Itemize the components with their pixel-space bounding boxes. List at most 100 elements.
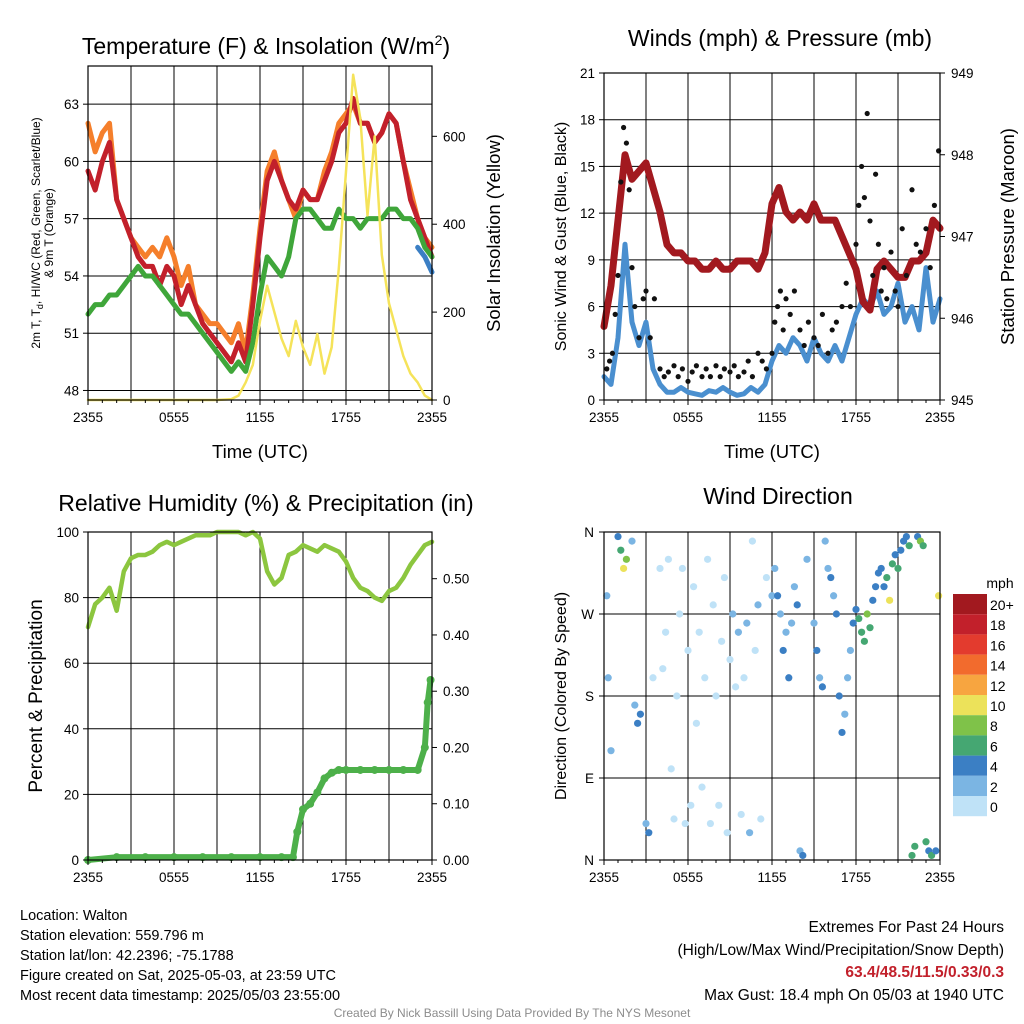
- y-right-tick-label: 0.30: [443, 684, 469, 699]
- y-right-tick-label: 945: [951, 393, 974, 408]
- precip-point: [426, 675, 435, 684]
- direction-point: [734, 628, 743, 636]
- direction-point: [673, 692, 681, 700]
- gust-point: [864, 110, 870, 117]
- y-tick-label: 54: [64, 269, 80, 284]
- legend-label: 10: [990, 698, 1006, 714]
- direction-point: [832, 610, 841, 618]
- y-tick-label: 40: [64, 722, 79, 737]
- legend-swatch: [953, 674, 987, 695]
- rh-title: Relative Humidity (%) & Precipitation (i…: [58, 490, 473, 516]
- gust-point: [881, 265, 887, 271]
- legend-label: 14: [990, 658, 1006, 674]
- direction-point: [614, 532, 622, 541]
- x-tick-label: 2355: [925, 870, 955, 885]
- y-tick-label: 3: [587, 346, 595, 361]
- gust-point: [629, 265, 635, 271]
- series-line-2: [600, 151, 944, 330]
- chart-panel-3: 2355 0555 1155 1755 2355 0 20 40 60 80 100 0.00 0.10…: [56, 525, 469, 885]
- x-tick-label: 2355: [73, 870, 103, 885]
- direction-point: [869, 596, 877, 604]
- gust-point: [927, 265, 933, 271]
- direction-point: [740, 674, 748, 682]
- gust-point: [917, 249, 924, 255]
- gust-point: [640, 296, 646, 302]
- direction-point: [846, 646, 855, 655]
- direction-point: [908, 851, 916, 860]
- gust-point: [847, 303, 854, 310]
- direction-point: [757, 815, 765, 823]
- y-tick-label: 63: [64, 97, 79, 112]
- legend-label: 4: [990, 759, 998, 775]
- direction-point: [634, 719, 642, 727]
- direction-point: [649, 674, 657, 682]
- gust-point: [888, 249, 894, 255]
- legend-label: 18: [990, 617, 1006, 633]
- temp-xlabel: Time (UTC): [212, 441, 308, 462]
- gust-point: [873, 171, 879, 177]
- y-tick-label: 48: [64, 383, 79, 398]
- station-info: Location: Walton Station elevation: 559.…: [20, 906, 340, 1006]
- direction-point: [737, 810, 745, 819]
- precip-point: [399, 765, 408, 774]
- direction-point: [849, 619, 857, 627]
- gust-point: [651, 296, 658, 302]
- gust-point: [853, 241, 859, 247]
- gust-point: [909, 187, 915, 193]
- legend-label: 20+: [990, 597, 1014, 613]
- figure-created: Figure created on Sat, 2025-05-03, at 23…: [20, 968, 336, 984]
- direction-point: [863, 610, 871, 618]
- direction-point: [762, 573, 771, 582]
- y-right-tick-label: 949: [951, 66, 974, 81]
- direction-point: [844, 674, 852, 682]
- gust-point: [699, 374, 705, 380]
- gust-point: [769, 350, 775, 356]
- direction-point: [676, 610, 684, 618]
- precip-point: [198, 853, 207, 862]
- y-right-tick-label: 600: [443, 129, 466, 144]
- direction-point: [656, 564, 664, 573]
- y-tick-label: 60: [64, 656, 79, 671]
- gust-point: [675, 374, 681, 380]
- gust-point: [626, 187, 632, 193]
- direction-point: [698, 783, 706, 791]
- gust-point: [829, 327, 835, 333]
- x-tick-label: 2355: [417, 410, 447, 425]
- precip-point: [112, 853, 121, 862]
- legend-swatch: [953, 715, 987, 736]
- y-tick-label: 21: [580, 66, 595, 81]
- direction-point: [827, 573, 835, 582]
- direction-point: [684, 646, 692, 655]
- precip-point: [299, 805, 307, 814]
- direction-point: [751, 646, 759, 655]
- gust-point: [783, 296, 789, 302]
- direction-point: [880, 583, 888, 591]
- gust-point: [727, 369, 733, 375]
- gust-point: [819, 311, 826, 317]
- max-gust: Max Gust: 18.4 mph On 05/03 at 1940 UTC: [704, 986, 1004, 1004]
- direction-point: [726, 655, 734, 664]
- direction-point: [678, 564, 687, 573]
- legend-swatch: [953, 735, 987, 756]
- direction-point: [628, 537, 636, 545]
- direction-point: [690, 583, 698, 591]
- x-tick-label: 1155: [757, 410, 786, 425]
- direction-point: [852, 605, 860, 614]
- direction-point: [858, 628, 866, 636]
- gust-point: [777, 288, 784, 294]
- gust-point: [618, 179, 624, 185]
- gust-point: [735, 374, 742, 380]
- x-tick-label: 1755: [331, 870, 361, 885]
- direction-point: [821, 537, 829, 545]
- y-right-tick-label: 400: [443, 217, 466, 232]
- direction-point: [894, 564, 902, 573]
- y-tick-label: 15: [580, 159, 595, 174]
- direction-point: [754, 601, 762, 609]
- legend-swatch: [953, 634, 987, 655]
- direction-point: [841, 710, 849, 718]
- gust-point: [791, 288, 798, 294]
- y-right-tick-label: 947: [951, 230, 974, 245]
- direction-point: [667, 765, 675, 773]
- direction-point: [681, 819, 689, 828]
